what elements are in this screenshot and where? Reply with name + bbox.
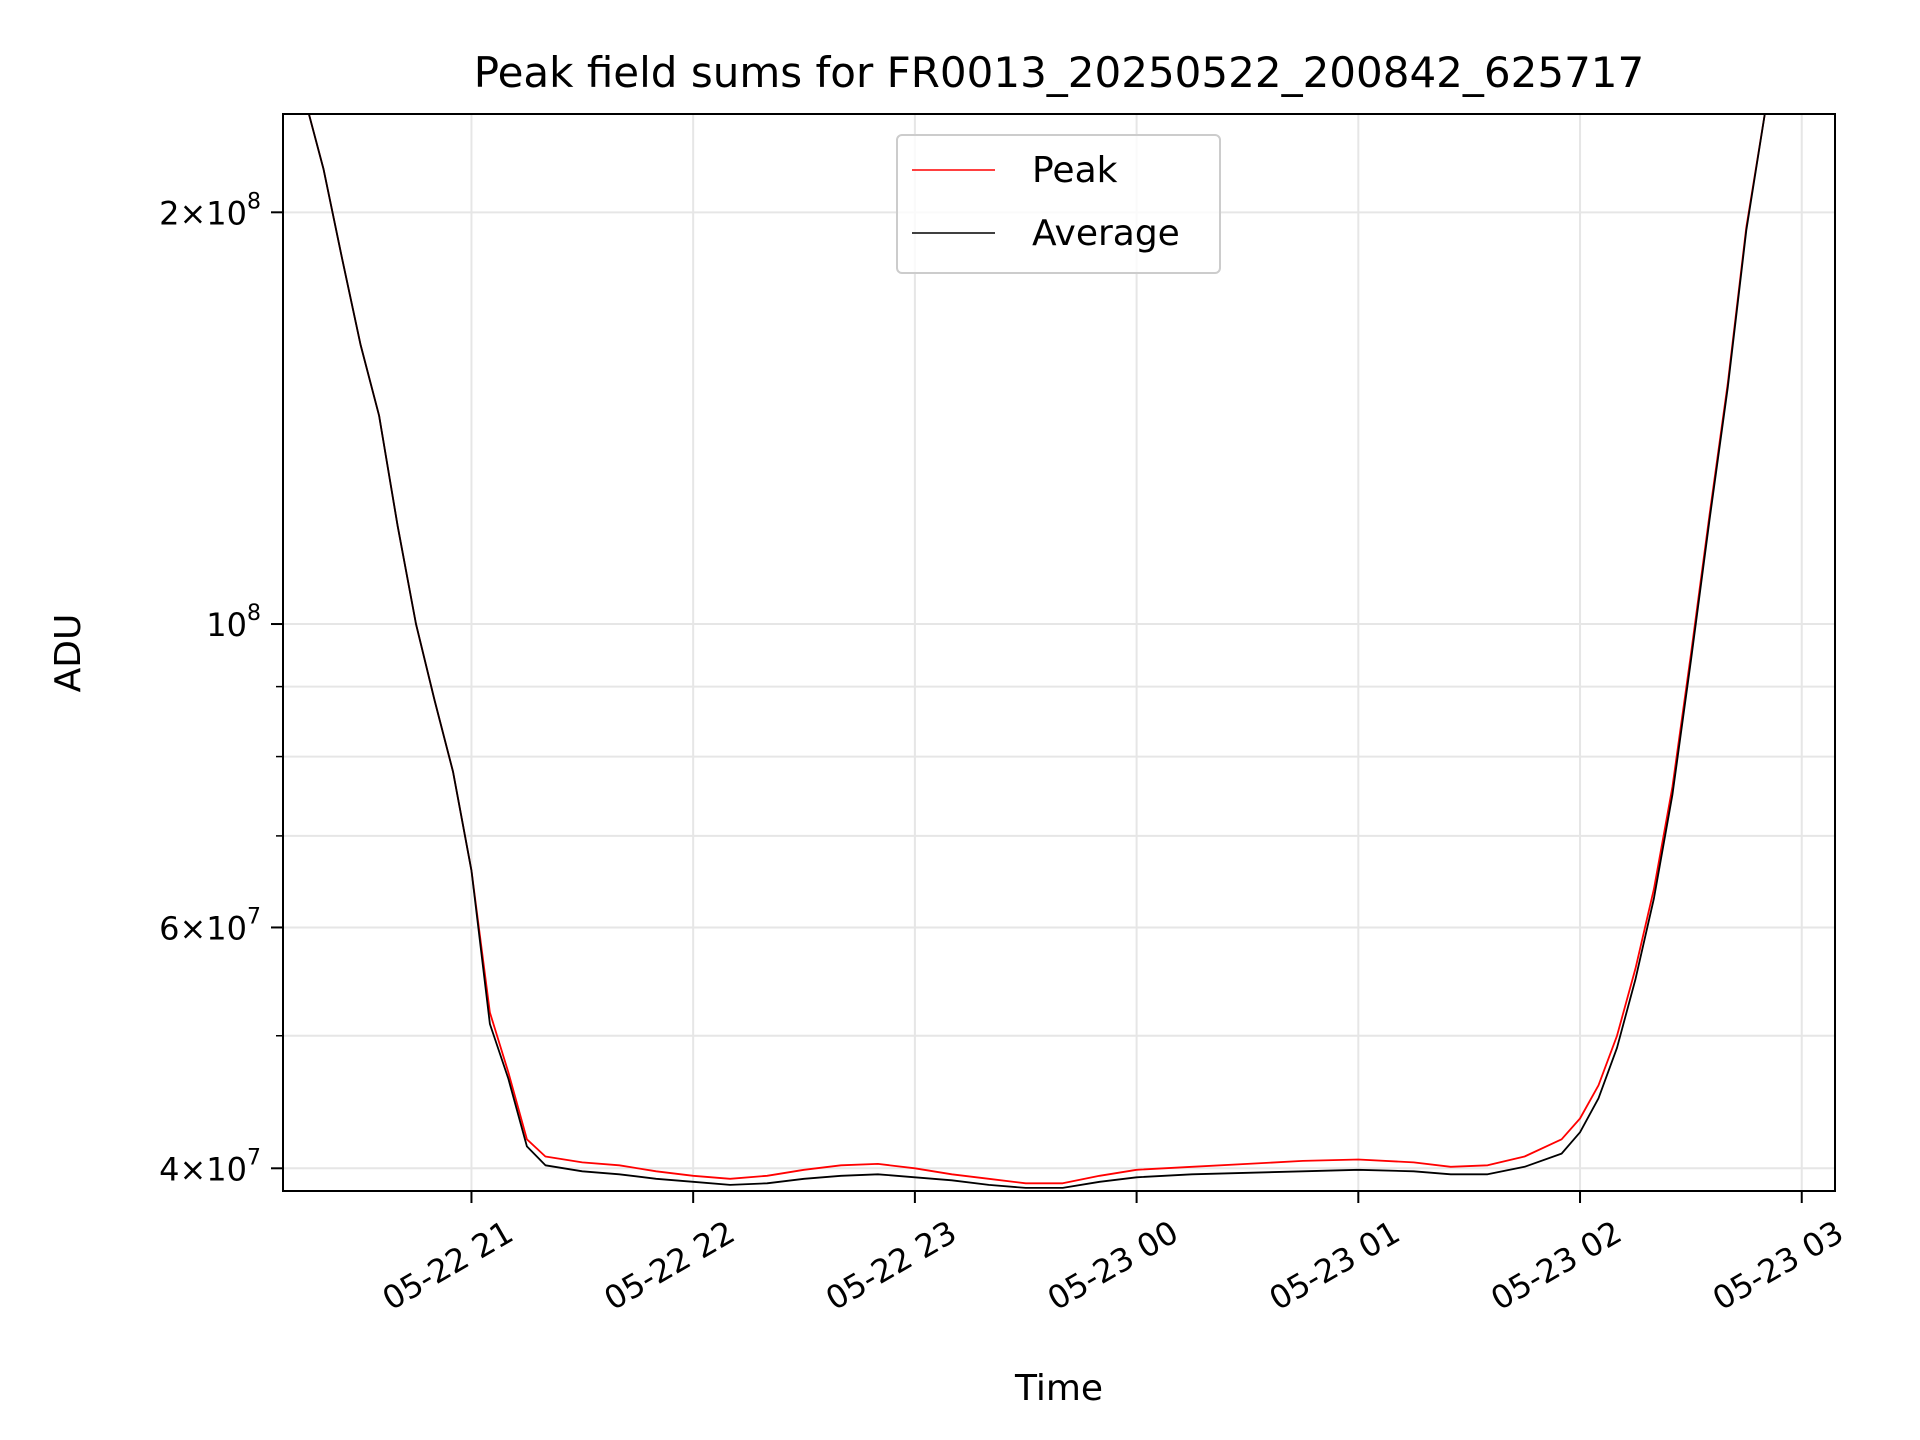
y-tick-label: 4×107 — [159, 1145, 261, 1188]
series-line-average — [283, 113, 1835, 1189]
y-tick-label: 108 — [206, 601, 261, 644]
plot-frame — [282, 113, 1836, 1192]
x-axis-label: Time — [1014, 1368, 1103, 1409]
legend-label-average: Average — [1032, 213, 1180, 254]
legend: Peak Average — [896, 134, 1221, 274]
y-tick-label: 6×107 — [159, 904, 261, 947]
y-tick-label: 2×108 — [159, 189, 261, 232]
y-axis: 4×107 6×107 108 2×108 — [159, 189, 283, 1188]
chart-title: Peak field sums for FR0013_20250522_2008… — [474, 48, 1644, 97]
legend-label-peak: Peak — [1032, 150, 1118, 191]
series-layer — [283, 113, 1835, 1189]
y-axis-label: ADU — [48, 614, 89, 693]
